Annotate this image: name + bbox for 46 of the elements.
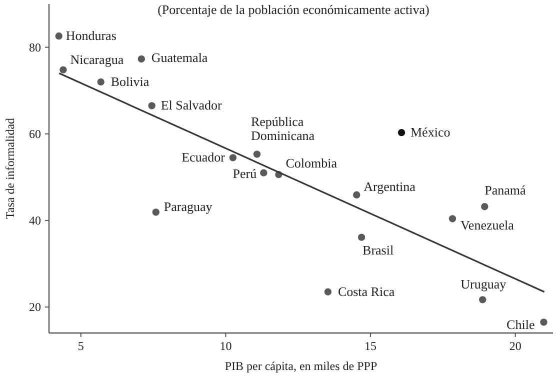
point xyxy=(260,169,268,176)
point xyxy=(358,234,366,241)
point xyxy=(481,202,488,210)
point xyxy=(324,288,332,296)
y-axis-title: Tasa de informalidad xyxy=(3,118,17,220)
annotation: Guatemala xyxy=(151,50,208,65)
annotation: Colombia xyxy=(286,156,338,171)
point xyxy=(138,55,145,63)
annotation: Costa Rica xyxy=(338,284,395,299)
annotation: Uruguay xyxy=(460,276,507,292)
x-tick-label: 5 xyxy=(78,339,84,353)
annotation: Venezuela xyxy=(460,218,514,233)
annotation: Argentina xyxy=(364,178,416,194)
annotation: Bolivia xyxy=(110,74,150,89)
annotation: Chile xyxy=(506,317,535,332)
chart-title: (Porcentaje de la población económicamente activa) xyxy=(158,2,430,17)
point xyxy=(448,215,456,222)
point xyxy=(152,208,160,216)
point xyxy=(479,296,486,304)
x-axis-title: PIB per cápita, en miles de PPP xyxy=(224,359,378,373)
x-tick-label: 10 xyxy=(220,339,232,353)
annotation: Perú xyxy=(232,166,258,181)
annotation: Ecuador xyxy=(182,150,226,165)
annotation: Panamá xyxy=(484,182,526,198)
point xyxy=(148,102,156,110)
annotation: México xyxy=(410,124,450,140)
point xyxy=(229,154,237,162)
point xyxy=(60,66,67,74)
y-tick-label: 60 xyxy=(29,126,41,141)
x-tick-label: 20 xyxy=(509,339,522,353)
point xyxy=(540,318,548,326)
annotation: Paraguay xyxy=(164,199,213,214)
annotation: Honduras xyxy=(66,28,116,44)
point xyxy=(398,128,406,136)
y-tick-label: 20 xyxy=(29,300,41,314)
point xyxy=(97,78,104,86)
annotation: Nicaragua xyxy=(70,52,124,67)
y-tick-label: 80 xyxy=(29,40,41,54)
point xyxy=(55,32,62,40)
point xyxy=(253,150,261,158)
annotation: República Dominicana xyxy=(250,114,315,144)
annotation: El Salvador xyxy=(160,98,223,113)
annotation: Brasil xyxy=(362,242,394,258)
point xyxy=(353,191,360,199)
y-tick-label: 40 xyxy=(29,213,41,228)
x-tick-label: 15 xyxy=(364,339,377,353)
